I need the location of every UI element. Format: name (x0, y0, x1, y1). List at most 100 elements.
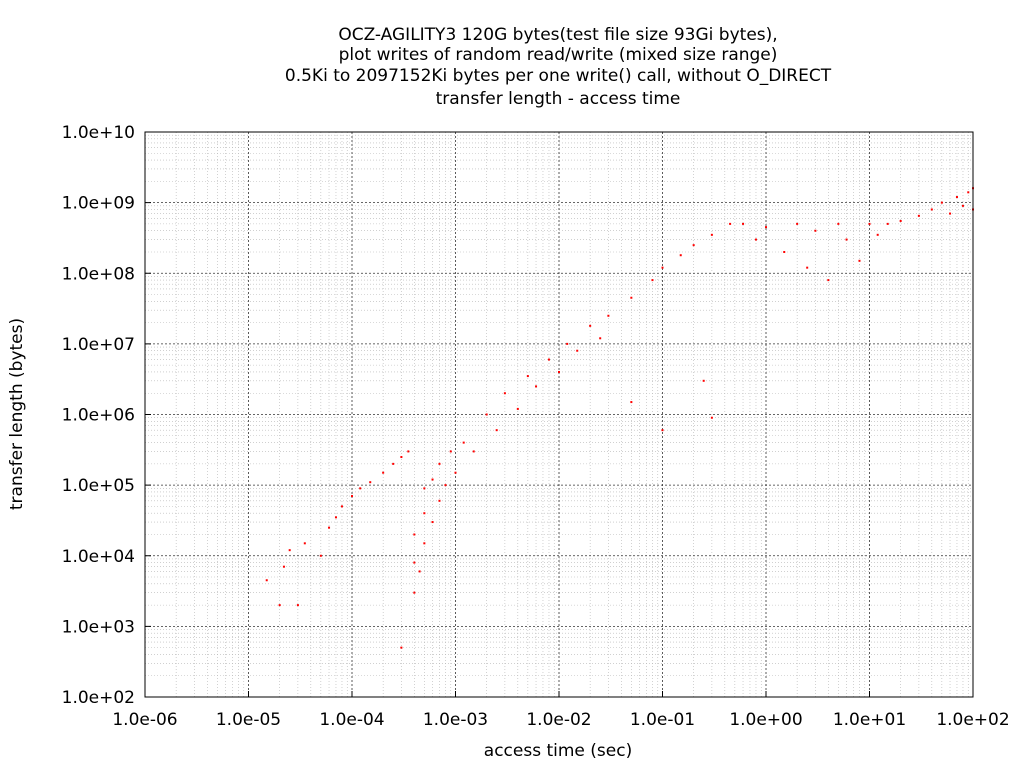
data-point (651, 279, 654, 282)
data-point (472, 450, 475, 453)
data-point (423, 542, 426, 545)
data-point (495, 429, 498, 432)
data-point (661, 429, 664, 432)
y-tick-label: 1.0e+10 (62, 123, 135, 143)
data-point (444, 484, 447, 487)
data-point (702, 379, 705, 382)
data-point (413, 561, 416, 564)
data-point (423, 512, 426, 515)
data-point (558, 370, 560, 373)
data-point (917, 214, 920, 217)
x-axis-label: access time (sec) (484, 741, 632, 761)
x-tick-label: 1.0e+00 (729, 710, 802, 730)
data-point (392, 462, 395, 465)
data-point (449, 450, 452, 453)
data-point (930, 208, 933, 211)
data-point (858, 259, 861, 262)
y-tick-label: 1.0e+07 (62, 335, 135, 355)
data-point (462, 441, 465, 444)
data-point (886, 222, 889, 225)
y-tick-label: 1.0e+08 (62, 264, 135, 284)
x-tick-label: 1.0e-05 (216, 710, 281, 730)
data-point (796, 222, 799, 225)
chart-title-line-3: 0.5Ki to 2097152Ki bytes per one write()… (285, 66, 832, 86)
data-point (516, 407, 519, 410)
data-point (328, 526, 331, 529)
data-point (940, 201, 943, 204)
data-point (382, 471, 385, 474)
data-point (661, 266, 664, 269)
chart-title-line-2: plot writes of random read/write (mixed … (339, 45, 778, 65)
data-point (485, 413, 488, 416)
data-point (334, 516, 337, 519)
data-point (710, 233, 713, 236)
data-point (319, 554, 322, 557)
data-point (418, 570, 421, 573)
data-point (288, 549, 291, 552)
y-tick-label: 1.0e+05 (62, 476, 135, 496)
data-point (566, 342, 569, 345)
data-point (407, 450, 410, 453)
x-tick-label: 1.0e-04 (319, 710, 384, 730)
y-tick-label: 1.0e+06 (62, 406, 135, 426)
data-point (961, 204, 964, 207)
data-point (679, 254, 682, 257)
data-point (400, 646, 403, 649)
data-point (265, 579, 268, 582)
x-tick-label: 1.0e-03 (423, 710, 488, 730)
data-point (765, 226, 767, 229)
data-point (607, 314, 610, 317)
data-point (729, 222, 732, 225)
data-point (303, 542, 306, 545)
data-point (340, 505, 343, 508)
y-tick-label: 1.0e+04 (62, 547, 135, 567)
data-point (692, 244, 695, 247)
x-tick-label: 1.0e-02 (526, 710, 591, 730)
x-tick-label: 1.0e-06 (112, 710, 177, 730)
data-point (806, 266, 809, 269)
data-point (431, 521, 434, 524)
data-point (431, 478, 434, 481)
chart-title-line-4: transfer length - access time (436, 89, 681, 109)
data-point (454, 471, 457, 474)
data-point (845, 238, 848, 241)
data-point (630, 296, 633, 299)
data-point (783, 250, 786, 253)
data-point (438, 462, 441, 465)
data-point (827, 279, 830, 282)
data-point (351, 495, 353, 498)
data-point (837, 222, 840, 225)
data-point (369, 481, 372, 484)
data-point (710, 416, 713, 419)
data-point (526, 375, 529, 378)
data-point (296, 604, 299, 607)
data-point (400, 456, 403, 459)
data-point (576, 349, 579, 352)
data-point (742, 222, 745, 225)
major-grid (145, 132, 973, 697)
y-axis-label: transfer length (bytes) (7, 318, 27, 510)
data-point (278, 604, 281, 607)
data-point (589, 324, 592, 327)
y-axis-ticks: 1.0e+02 1.0e+03 1.0e+04 1.0e+05 1.0e+06 1.0e+… (62, 123, 151, 708)
data-point (955, 196, 958, 199)
y-tick-label: 1.0e+09 (62, 194, 135, 214)
data-point (535, 385, 538, 388)
data-point (547, 358, 550, 361)
data-point (413, 591, 416, 594)
data-point (754, 238, 757, 241)
data-point (868, 222, 871, 225)
data-point (413, 533, 416, 536)
data-point (814, 229, 817, 232)
x-axis-ticks: 1.0e-06 1.0e-05 1.0e-04 1.0e-03 1.0e-02 1.0e-… (112, 691, 1010, 730)
x-tick-label: 1.0e+01 (833, 710, 906, 730)
data-point (630, 401, 633, 404)
chart-title-line-1: OCZ-AGILITY3 120G bytes(test file size 9… (338, 25, 777, 45)
data-point (359, 487, 362, 490)
data-point (899, 219, 902, 222)
data-point (876, 233, 879, 236)
y-tick-label: 1.0e+02 (62, 688, 135, 708)
data-point (503, 392, 506, 395)
